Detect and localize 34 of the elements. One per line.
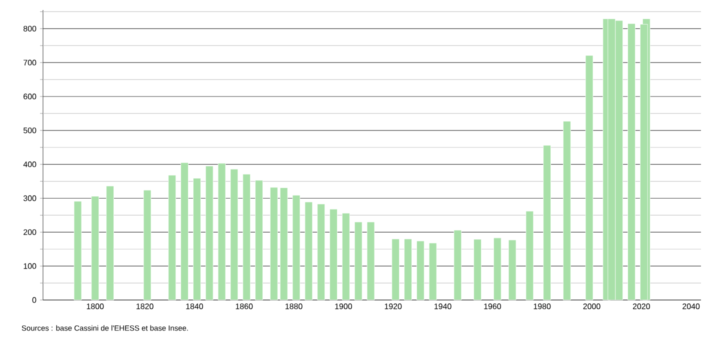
bar	[563, 121, 571, 300]
bar	[230, 168, 238, 300]
bar	[218, 163, 226, 300]
bar	[74, 201, 82, 300]
bar	[508, 240, 516, 300]
bar	[493, 238, 502, 300]
bar	[304, 202, 313, 300]
bar	[317, 204, 326, 300]
bar	[404, 238, 412, 300]
bar	[270, 187, 278, 300]
bar	[342, 212, 350, 300]
bar	[330, 208, 338, 300]
bar	[193, 178, 201, 300]
bar	[242, 174, 251, 300]
bar	[543, 145, 551, 300]
bar	[366, 222, 375, 300]
bar	[628, 23, 636, 300]
bar	[474, 239, 482, 300]
bar	[280, 188, 288, 300]
bar	[180, 162, 188, 300]
bar	[143, 190, 152, 300]
bar	[91, 196, 100, 300]
bar	[168, 174, 176, 300]
bar	[392, 238, 400, 300]
bar	[428, 242, 437, 300]
bar	[416, 240, 424, 300]
bar	[255, 180, 263, 300]
bar	[106, 186, 114, 300]
bar	[454, 230, 462, 300]
bar	[354, 222, 362, 300]
bar	[585, 55, 594, 300]
bar	[292, 194, 300, 300]
bar	[526, 210, 534, 300]
bar	[205, 166, 214, 300]
